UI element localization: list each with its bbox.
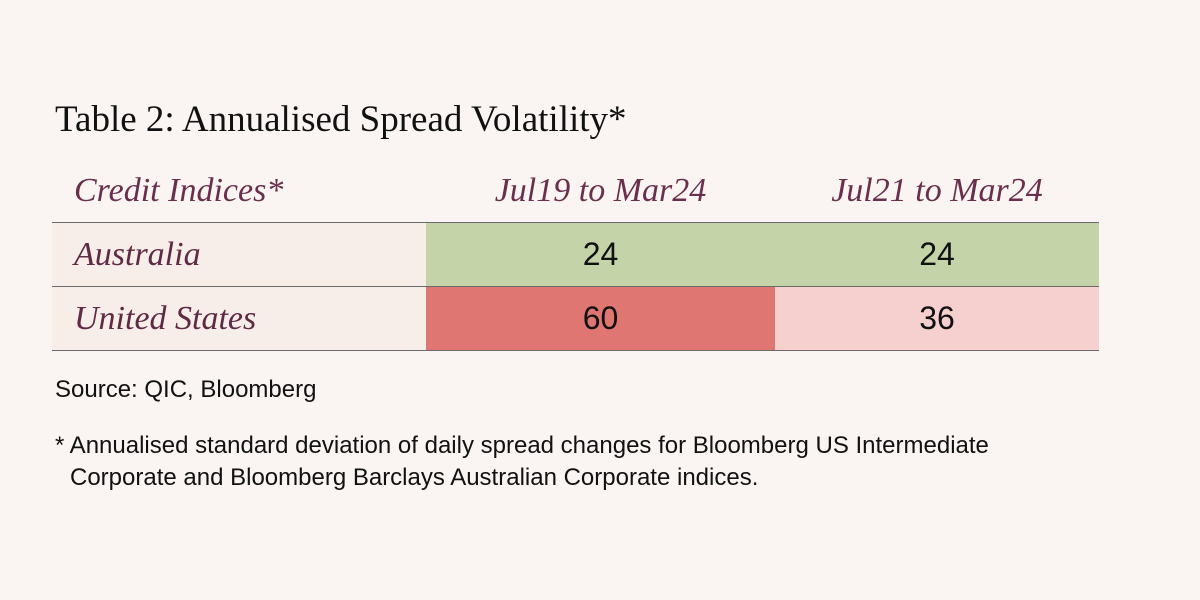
row-label-australia: Australia	[52, 223, 426, 286]
footnote-line-2: Corporate and Bloomberg Barclays Austral…	[70, 464, 759, 491]
row-label-united-states: United States	[52, 287, 426, 350]
footnote: * Annualised standard deviation of daily…	[55, 430, 1175, 494]
header-jul21-mar24: Jul21 to Mar24	[831, 172, 1043, 209]
header-credit-indices: Credit Indices*	[74, 172, 284, 209]
header-jul19-mar24: Jul19 to Mar24	[494, 172, 707, 209]
cell-us-jul19: 60	[426, 287, 775, 350]
cell-australia-jul21: 24	[775, 223, 1099, 286]
table-row-united-states: United States 60 36	[52, 287, 1099, 351]
table-title: Table 2: Annualised Spread Volatility*	[55, 99, 627, 140]
source-note: Source: QIC, Bloomberg	[55, 376, 317, 403]
table-row-australia: Australia 24 24	[52, 223, 1099, 287]
footnote-line-1: * Annualised standard deviation of daily…	[55, 432, 989, 459]
volatility-table: Credit Indices* Jul19 to Mar24 Jul21 to …	[52, 160, 1099, 351]
cell-australia-jul19: 24	[426, 223, 775, 286]
table-header-row: Credit Indices* Jul19 to Mar24 Jul21 to …	[52, 160, 1099, 223]
cell-us-jul21: 36	[775, 287, 1099, 350]
